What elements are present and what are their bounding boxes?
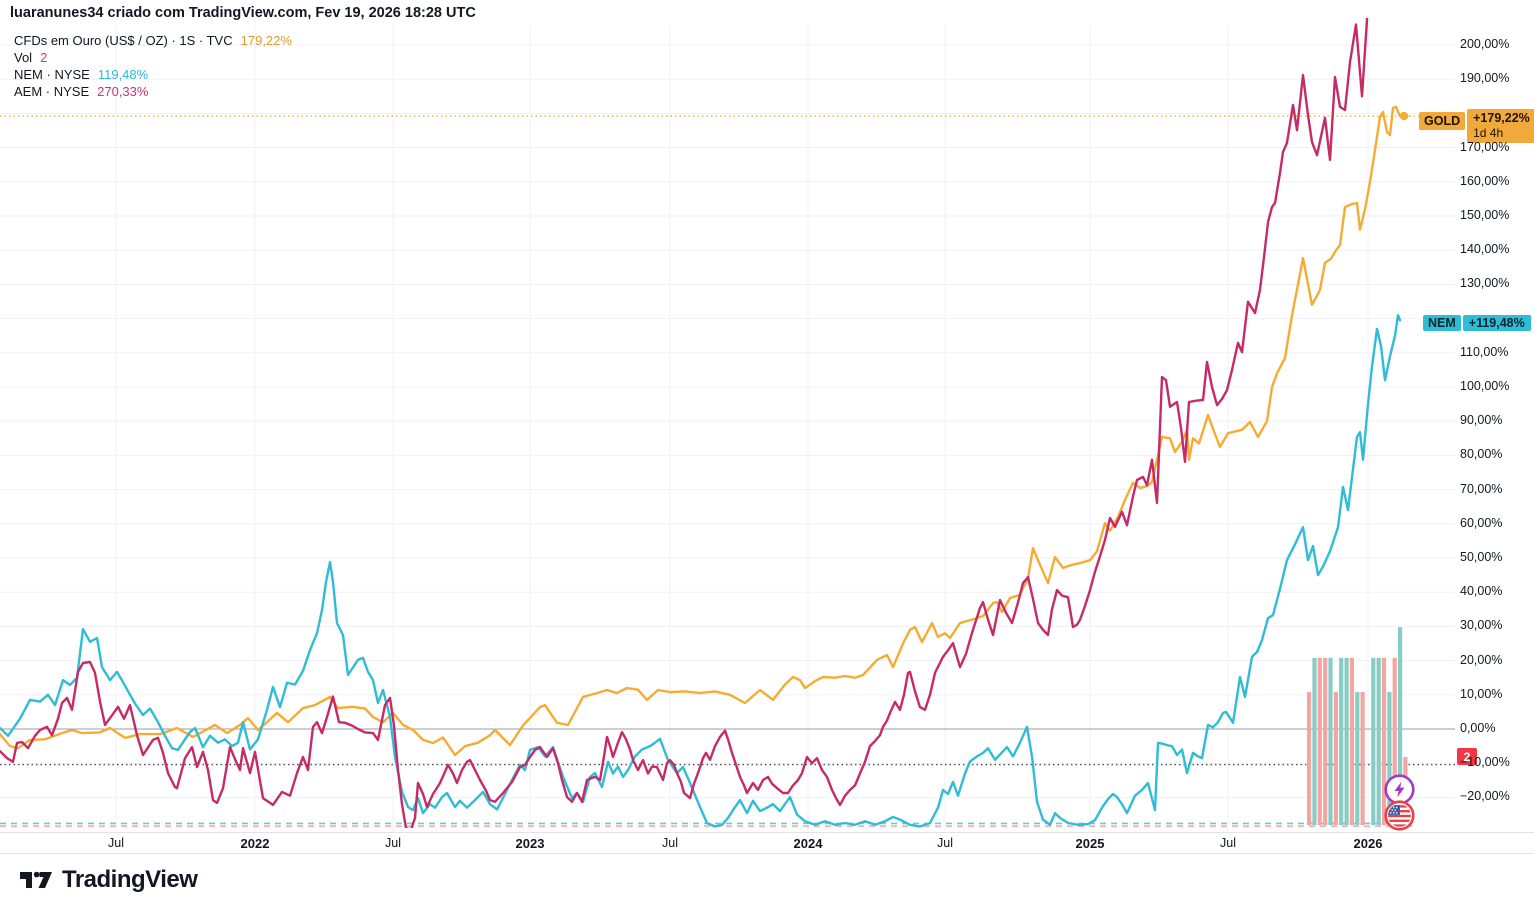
time-scale-label: Jul [385,836,401,850]
volume-bar [1307,692,1312,826]
price-scale-label: 100,00% [1460,379,1510,393]
price-scale-label: −10,00% [1460,755,1510,770]
legend-aem-label: AEM · NYSE [14,84,90,99]
volume-bar [1360,692,1365,826]
legend-gold-label: CFDs em Ouro (US$ / OZ) · 1S · TVC [14,33,233,48]
price-scale-label: 200,00% [1460,37,1510,51]
price-scale-label: 50,00% [1460,550,1503,564]
price-scale-label: 10,00% [1460,686,1503,701]
tradingview-logo-icon [20,871,52,888]
price-scale-label: 170,00% [1460,139,1510,154]
series-line-0 [0,105,1402,757]
volume-bar [1312,657,1317,826]
time-scale-label: Jul [108,836,124,850]
volume-bar [1376,657,1381,826]
price-scale-label: 70,00% [1460,481,1503,496]
time-scale-label: Jul [662,836,678,850]
series-line-1 [0,314,1402,828]
volume-bar [1344,657,1349,826]
legend-nem-label: NEM · NYSE [14,67,90,82]
volume-bar [1387,692,1392,826]
price-scale-label: 0,00% [1460,721,1496,735]
time-scale-label: 2024 [793,836,823,851]
price-label-nem: NEM +119,48% [1423,315,1531,331]
volume-bar [1339,657,1344,826]
legend-item-volume[interactable]: Vol 2 [14,50,292,67]
tradingview-logo-text: TradingView [62,866,198,893]
chart-legend: CFDs em Ouro (US$ / OZ) · 1S · TVC 179,2… [14,33,292,101]
legend-item-aem[interactable]: AEM · NYSE 270,33% [14,84,292,101]
time-scale-label: Jul [937,836,953,850]
legend-nem-value: 119,48% [97,67,149,82]
price-scale-label: 150,00% [1460,208,1510,222]
price-scale-label: 90,00% [1460,413,1503,428]
series-line-2 [0,18,1369,828]
price-scale-label: 190,00% [1460,71,1510,86]
time-scale-label: 2022 [240,836,270,851]
tradingview-logo[interactable]: TradingView [18,866,198,894]
volume-bar [1355,692,1360,826]
chart-attribution-title: luaranunes34 criado com TradingView.com,… [10,5,476,21]
time-scale-label: 2026 [1353,836,1383,851]
price-scale-label: 20,00% [1460,652,1503,667]
price-scale-label: 130,00% [1460,276,1510,291]
volume-bar [1323,657,1328,826]
legend-item-gold[interactable]: CFDs em Ouro (US$ / OZ) · 1S · TVC 179,2… [14,33,292,50]
price-scale-label: −20,00% [1460,789,1510,804]
legend-item-nem[interactable]: NEM · NYSE 119,48% [14,67,292,84]
time-axis-separator [0,832,1534,833]
footer-separator [0,853,1534,854]
price-label-gold-value: +179,22% [1473,111,1530,125]
volume-bar [1317,657,1322,826]
price-label-nem-value: +119,48% [1462,315,1531,331]
boost-lightning-icon[interactable] [1384,774,1415,805]
volume-bar [1398,627,1403,826]
price-scale-label: 110,00% [1460,344,1509,359]
volume-bar [1392,657,1397,826]
price-scale-label: 40,00% [1460,584,1503,599]
price-label-gold-symbol: GOLD [1419,112,1466,130]
price-scale-label: 60,00% [1460,515,1503,530]
time-scale-label: 2023 [515,836,545,851]
price-label-volume: 2 [1457,748,1477,765]
legend-volume-label: Vol [14,50,33,65]
gold-last-point-marker [1399,111,1409,121]
volume-bar [1371,657,1376,826]
usa-flag-icon [1384,800,1415,831]
legend-aem-value: 270,33% [97,84,149,99]
volume-bar [1328,657,1333,826]
time-scale-label: Jul [1220,836,1236,850]
price-scale-label: 80,00% [1460,447,1503,462]
volume-bar [1349,657,1354,826]
price-scale-label: 30,00% [1460,618,1503,633]
legend-gold-value: 179,22% [240,33,292,48]
price-scale-label: 160,00% [1460,173,1510,188]
legend-volume-value: 2 [40,50,48,65]
price-label-gold: GOLD +179,22% 1d 4h [1419,109,1534,143]
volume-bar [1333,692,1338,826]
price-scale-label: 140,00% [1460,242,1510,257]
time-scale-label: 2025 [1075,836,1105,851]
price-label-nem-symbol: NEM [1423,315,1461,331]
volume-bar [1381,657,1387,826]
price-label-gold-countdown: 1d 4h [1473,126,1504,140]
